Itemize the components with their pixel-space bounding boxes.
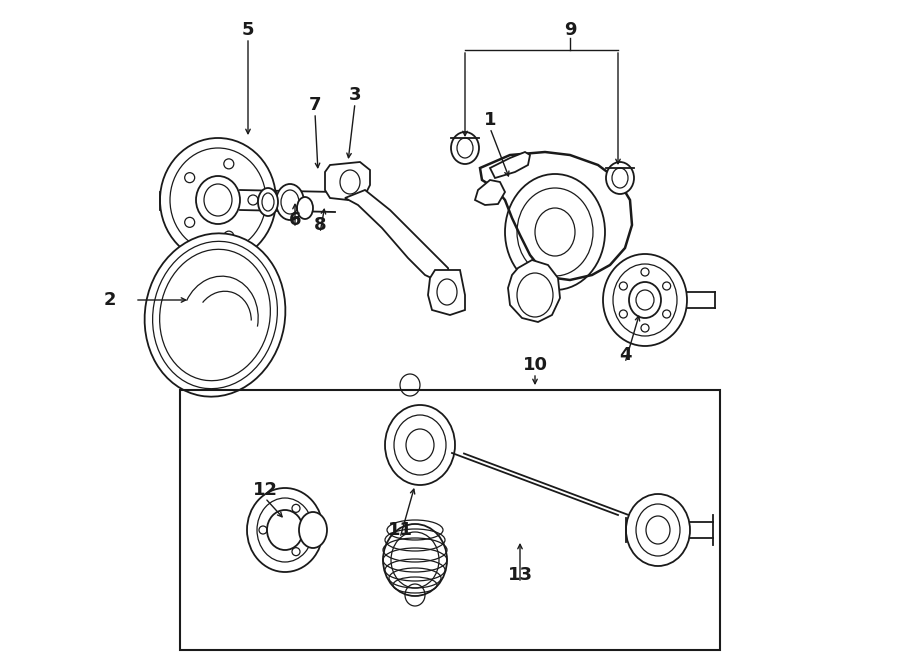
- Ellipse shape: [145, 233, 285, 397]
- Polygon shape: [325, 162, 370, 200]
- Ellipse shape: [451, 132, 479, 164]
- Ellipse shape: [196, 176, 240, 224]
- Ellipse shape: [299, 512, 327, 548]
- Polygon shape: [490, 152, 530, 178]
- Text: 5: 5: [242, 21, 254, 39]
- Ellipse shape: [383, 524, 447, 596]
- Ellipse shape: [606, 162, 634, 194]
- Ellipse shape: [385, 405, 455, 485]
- Ellipse shape: [247, 488, 323, 572]
- Text: 13: 13: [508, 566, 533, 584]
- Ellipse shape: [629, 282, 661, 318]
- Polygon shape: [508, 260, 560, 322]
- Ellipse shape: [267, 510, 303, 550]
- Text: 7: 7: [309, 96, 321, 114]
- Text: 3: 3: [349, 86, 361, 104]
- Polygon shape: [480, 152, 632, 280]
- Text: 2: 2: [104, 291, 116, 309]
- Text: 8: 8: [314, 216, 327, 234]
- Polygon shape: [428, 270, 465, 315]
- Ellipse shape: [626, 494, 690, 566]
- Text: 6: 6: [289, 211, 302, 229]
- Ellipse shape: [297, 197, 313, 219]
- Ellipse shape: [258, 188, 278, 216]
- Polygon shape: [475, 180, 505, 205]
- Text: 9: 9: [563, 21, 576, 39]
- Text: 1: 1: [484, 111, 496, 129]
- Ellipse shape: [160, 138, 276, 262]
- Text: 11: 11: [388, 521, 412, 539]
- Text: 4: 4: [619, 346, 631, 364]
- Text: 10: 10: [523, 356, 547, 374]
- Ellipse shape: [276, 184, 304, 220]
- Ellipse shape: [603, 254, 687, 346]
- Polygon shape: [345, 190, 450, 282]
- Text: 12: 12: [253, 481, 277, 499]
